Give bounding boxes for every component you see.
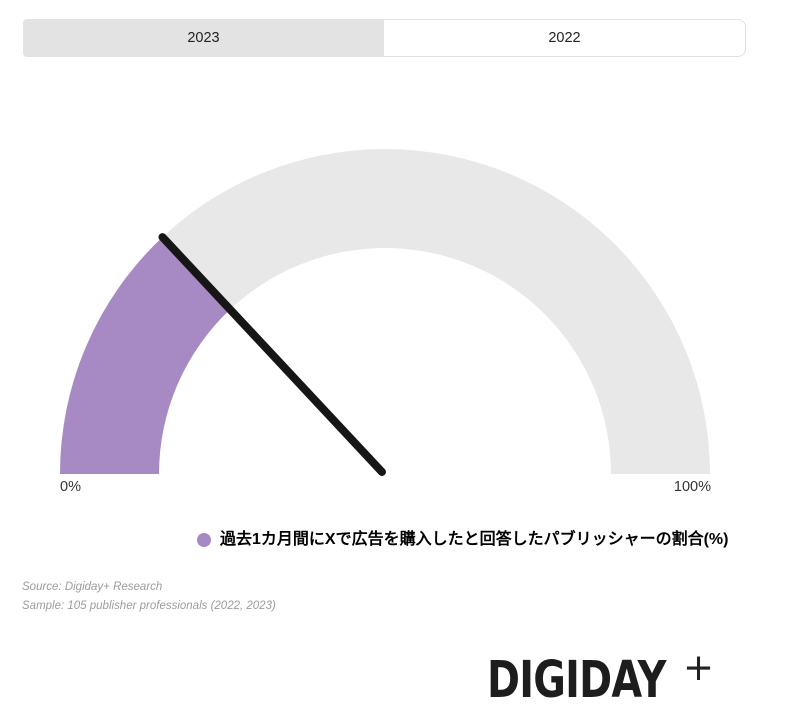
gauge-min-label: 0% — [60, 479, 81, 495]
source-line: Source: Digiday+ Research — [22, 581, 163, 593]
gauge-track — [60, 149, 710, 474]
legend-item[interactable]: 過去1カ月間にXで広告を購入したと回答したパブリッシャーの割合(%) — [197, 530, 728, 550]
gauge-needle — [158, 233, 386, 476]
year-tabs: 2023 2022 — [23, 19, 746, 57]
source-block: Source: Digiday+ Research Sample: 105 pu… — [22, 578, 276, 616]
gauge-fill — [60, 237, 231, 474]
tab-2023[interactable]: 2023 — [23, 19, 384, 57]
legend-marker-icon — [197, 533, 211, 547]
gauge-chart — [60, 149, 710, 476]
logo-plus-icon: + — [683, 646, 715, 689]
legend-label: 過去1カ月間にXで広告を購入したと回答したパブリッシャーの割合(%) — [220, 531, 729, 548]
sample-line: Sample: 105 publisher professionals (202… — [22, 600, 276, 612]
digiday-plus-logo: DIGIDAY + — [487, 649, 716, 711]
gauge-max-label: 100% — [673, 479, 711, 495]
tab-2022[interactable]: 2022 — [384, 19, 746, 57]
logo-wordmark: DIGIDAY — [487, 651, 666, 710]
